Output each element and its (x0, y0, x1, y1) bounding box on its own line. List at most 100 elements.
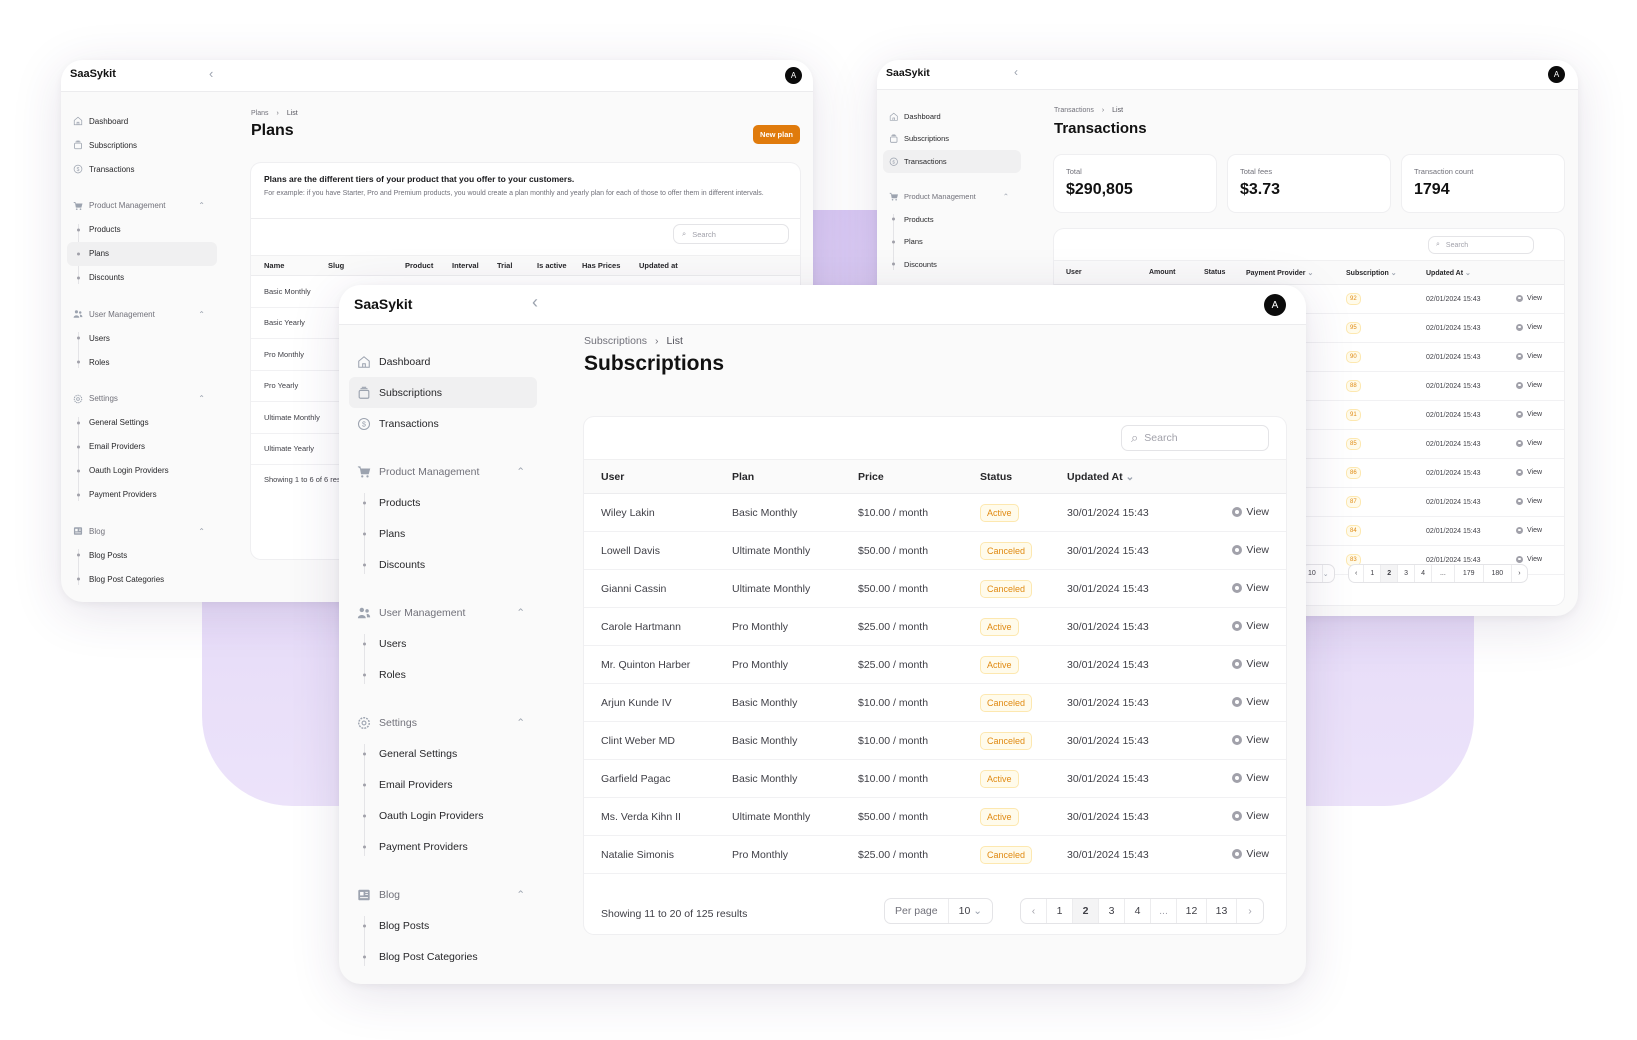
per-page-select[interactable]: Per page 10 ⌄ (884, 898, 994, 924)
view-button[interactable]: View (1232, 810, 1269, 822)
column-header-has-prices[interactable]: Has Prices (582, 255, 639, 276)
collapse-sidebar-icon[interactable]: ‹ (209, 66, 214, 81)
sidebar-item-products[interactable]: Products (349, 487, 537, 518)
subscription-badge[interactable]: 84 (1346, 525, 1361, 537)
view-button[interactable]: View (1232, 696, 1269, 708)
sidebar-item-transactions[interactable]: $ Transactions (67, 157, 217, 181)
avatar[interactable]: A (785, 67, 802, 84)
subscription-badge[interactable]: 91 (1346, 409, 1361, 421)
sidebar-item-discounts[interactable]: Discounts (883, 253, 1021, 276)
sidebar-item-payment-providers[interactable]: Payment Providers (67, 483, 217, 507)
sidebar-item-plans[interactable]: Plans (67, 241, 217, 266)
subscription-badge[interactable]: 87 (1346, 496, 1361, 508)
table-row[interactable]: Natalie Simonis Pro Monthly $25.00 / month… (584, 835, 1286, 874)
page-2[interactable]: 2 (1381, 565, 1399, 582)
view-button[interactable]: View (1232, 582, 1269, 594)
next-page-button[interactable]: › (1518, 570, 1521, 577)
column-header-slug[interactable]: Slug (328, 255, 405, 276)
chevron-up-icon[interactable]: ⌃ (1002, 192, 1009, 202)
new-plan-button[interactable]: New plan (753, 125, 800, 144)
column-header-name[interactable]: Name (251, 255, 328, 276)
table-row[interactable]: Carole Hartmann Pro Monthly $25.00 / month… (584, 607, 1286, 646)
chevron-up-icon[interactable]: ⌃ (516, 465, 525, 478)
view-button[interactable]: View (1516, 439, 1542, 447)
column-header-user[interactable]: User (1054, 260, 1149, 285)
sidebar-item-general-settings[interactable]: General Settings (349, 738, 537, 769)
sidebar-item-product-management[interactable]: Product Management ⌃ (67, 194, 217, 218)
view-button[interactable]: View (1232, 506, 1269, 518)
search-input[interactable]: ⌕ Search (673, 224, 789, 244)
sidebar-item-user-management[interactable]: User Management ⌃ (349, 597, 537, 628)
chevron-up-icon[interactable]: ⌃ (516, 606, 525, 619)
page-2[interactable]: 2 (1073, 899, 1099, 923)
search-input[interactable]: ⌕ Search (1121, 425, 1269, 451)
view-button[interactable]: View (1232, 734, 1269, 746)
column-header-interval[interactable]: Interval (452, 255, 497, 276)
table-row[interactable]: Ms. Verda Kihn II Ultimate Monthly $50.00 … (584, 797, 1286, 836)
sidebar-item-products[interactable]: Products (67, 218, 217, 242)
sidebar-item-email-providers[interactable]: Email Providers (67, 435, 217, 459)
subscription-badge[interactable]: 90 (1346, 351, 1361, 363)
sidebar-item-dashboard[interactable]: Dashboard (67, 109, 217, 133)
table-row[interactable]: Gianni Cassin Ultimate Monthly $50.00 / mo… (584, 569, 1286, 608)
view-button[interactable]: View (1232, 620, 1269, 632)
sidebar-item-product-management[interactable]: Product Management ⌃ (883, 186, 1021, 209)
column-header-updated-at[interactable]: Updated At ⌄ (1426, 260, 1516, 285)
view-button[interactable]: View (1516, 468, 1542, 476)
avatar[interactable]: A (1264, 294, 1286, 316)
subscription-badge[interactable]: 92 (1346, 293, 1361, 305)
view-button[interactable]: View (1516, 352, 1542, 360)
page-1[interactable]: 1 (1364, 565, 1382, 582)
sidebar-item-discounts[interactable]: Discounts (349, 549, 537, 580)
subscription-badge[interactable]: 88 (1346, 380, 1361, 392)
view-button[interactable]: View (1516, 294, 1542, 302)
sidebar-item-user-management[interactable]: User Management ⌃ (67, 302, 217, 326)
view-button[interactable]: View (1516, 410, 1542, 418)
view-button[interactable]: View (1516, 526, 1542, 534)
page-4[interactable]: 4 (1125, 899, 1151, 923)
sidebar-item-blog-posts[interactable]: Blog Posts (67, 543, 217, 567)
subscription-badge[interactable]: 85 (1346, 438, 1361, 450)
per-page-value[interactable]: 10 ⌄ (949, 899, 992, 923)
sidebar-item-blog-post-categories[interactable]: Blog Post Categories (67, 567, 217, 591)
view-button[interactable]: View (1232, 544, 1269, 556)
view-button[interactable]: View (1232, 848, 1269, 860)
column-header-amount[interactable]: Amount (1149, 260, 1204, 285)
table-row[interactable]: Wiley Lakin Basic Monthly $10.00 / month Ac… (584, 493, 1286, 532)
column-header-user[interactable]: User (584, 459, 732, 494)
prev-page-button[interactable]: ‹ (1021, 899, 1047, 923)
sidebar-item-subscriptions[interactable]: Subscriptions (349, 377, 537, 408)
table-row[interactable]: Lowell Davis Ultimate Monthly $50.00 / mon… (584, 531, 1286, 570)
sidebar-item-roles[interactable]: Roles (349, 659, 537, 690)
view-button[interactable]: View (1516, 381, 1542, 389)
breadcrumb-plans[interactable]: Plans (251, 110, 269, 117)
sidebar-item-dashboard[interactable]: Dashboard (883, 105, 1021, 128)
view-button[interactable]: View (1516, 555, 1542, 563)
page-4[interactable]: 4 (1415, 565, 1432, 582)
chevron-up-icon[interactable]: ⌃ (198, 394, 205, 403)
avatar[interactable]: A (1548, 66, 1565, 83)
sidebar-item-oauth-login-providers[interactable]: Oauth Login Providers (349, 800, 537, 831)
column-header-price[interactable]: Price (858, 459, 980, 494)
page-3[interactable]: 3 (1099, 899, 1125, 923)
table-row[interactable]: Arjun Kunde IV Basic Monthly $10.00 / mont… (584, 683, 1286, 722)
sidebar-item-blog-posts[interactable]: Blog Posts (349, 910, 537, 941)
sidebar-item-users[interactable]: Users (67, 326, 217, 350)
column-header-plan[interactable]: Plan (732, 459, 858, 494)
per-page-select[interactable]: 10 ⌄ (1301, 564, 1335, 583)
sidebar-item-payment-providers[interactable]: Payment Providers (349, 831, 537, 862)
breadcrumb-subscriptions[interactable]: Subscriptions (584, 335, 648, 347)
chevron-up-icon[interactable]: ⌃ (516, 888, 525, 901)
sidebar-item-roles[interactable]: Roles (67, 350, 217, 374)
next-page-button[interactable]: › (1248, 905, 1252, 917)
sidebar-item-discounts[interactable]: Discounts (67, 266, 217, 290)
table-row[interactable]: Mr. Quinton Harber Pro Monthly $25.00 / mo… (584, 645, 1286, 684)
prev-page-button[interactable]: ‹ (1349, 565, 1365, 582)
sidebar-item-users[interactable]: Users (349, 628, 537, 659)
page-179[interactable]: 179 (1455, 565, 1484, 582)
column-header-status[interactable]: Status (1204, 260, 1246, 285)
page-3[interactable]: 3 (1398, 565, 1416, 582)
breadcrumb-transactions[interactable]: Transactions (1054, 107, 1094, 114)
chevron-up-icon[interactable]: ⌃ (516, 716, 525, 729)
collapse-sidebar-icon[interactable]: ‹ (532, 292, 538, 312)
